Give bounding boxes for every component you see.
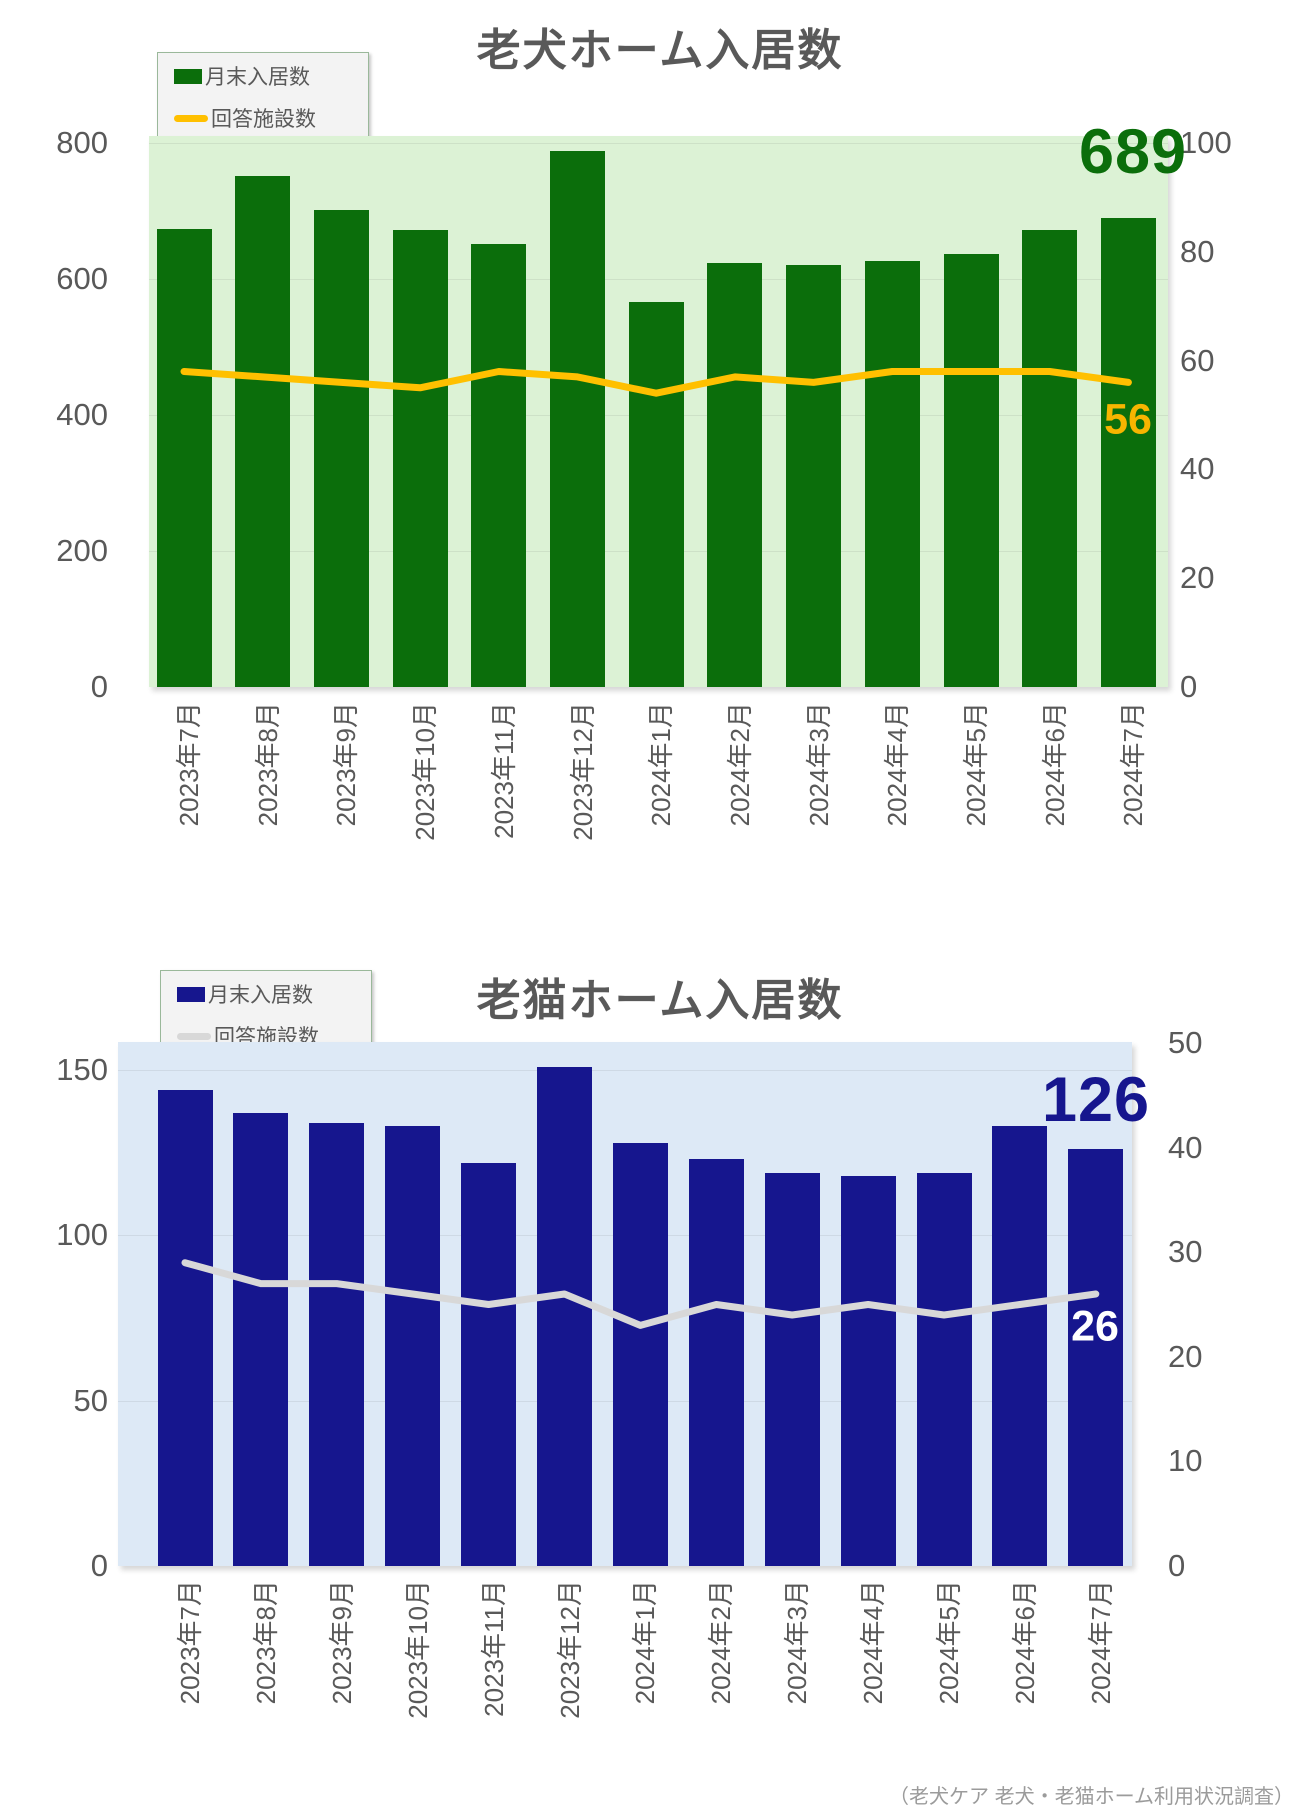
bar-2024年6月 <box>992 1126 1048 1566</box>
bar-2023年8月 <box>235 175 291 687</box>
bar-2023年8月 <box>233 1112 289 1566</box>
bar-2024年4月 <box>840 1175 896 1566</box>
x-axis-label-2023年12月: 2023年12月 <box>567 702 598 841</box>
bar-2023年11月 <box>471 243 527 687</box>
gridline <box>118 1070 1132 1071</box>
right-axis-tick-60: 60 <box>1180 342 1215 378</box>
bar-2023年10月 <box>385 1126 441 1566</box>
x-axis-label-2023年9月: 2023年9月 <box>326 1580 357 1705</box>
bar-2023年12月 <box>550 151 605 687</box>
dog-latest-occupancy-value: 689 <box>1078 117 1188 187</box>
bar-2024年1月 <box>612 1142 668 1566</box>
right-axis-tick-40: 40 <box>1180 451 1215 487</box>
cat-latest-occupancy-value: 126 <box>1041 1065 1151 1135</box>
cat-chart-title: 老猫ホーム入居数 <box>476 976 844 1025</box>
legend-line-label: 回答施設数 <box>211 108 316 131</box>
line-series-swatch-icon <box>177 1032 211 1040</box>
x-axis-label-2024年5月: 2024年5月 <box>961 702 991 827</box>
x-axis-label-2024年6月: 2024年6月 <box>1039 702 1070 827</box>
left-axis-tick-200: 200 <box>56 533 108 568</box>
gridline <box>149 143 1168 144</box>
right-axis-tick-50: 50 <box>1168 1025 1203 1060</box>
right-axis-tick-20: 20 <box>1168 1338 1203 1374</box>
bar-2023年10月 <box>392 230 448 687</box>
x-axis-label-2024年7月: 2024年7月 <box>1085 1580 1116 1705</box>
left-axis-tick-100: 100 <box>56 1217 108 1253</box>
legend-item-bar: 月末入居数 <box>177 979 371 1009</box>
x-axis-label-2024年3月: 2024年3月 <box>782 1580 813 1705</box>
x-axis-label-2024年5月: 2024年5月 <box>934 1580 964 1705</box>
right-axis-tick-40: 40 <box>1168 1129 1203 1165</box>
bar-2023年11月 <box>461 1162 517 1566</box>
right-axis-tick-30: 30 <box>1168 1234 1203 1270</box>
bar-2023年9月 <box>309 1122 365 1566</box>
x-axis-label-2023年10月: 2023年10月 <box>410 702 441 841</box>
bar-2024年7月 <box>1068 1149 1124 1566</box>
facilities-line <box>180 368 1132 397</box>
bar-2023年7月 <box>157 1089 213 1566</box>
right-axis-tick-10: 10 <box>1168 1443 1203 1479</box>
x-axis-label-2024年7月: 2024年7月 <box>1118 702 1149 827</box>
bar-2024年6月 <box>1022 230 1078 687</box>
cat-chart-plot-area <box>118 1042 1132 1566</box>
bar-series-swatch-icon <box>177 986 205 1002</box>
legend-item-bar: 月末入居数 <box>174 61 368 91</box>
x-axis-label-2023年7月: 2023年7月 <box>174 702 204 827</box>
legend-bar-label: 月末入居数 <box>205 66 310 89</box>
bar-2024年3月 <box>786 265 842 687</box>
left-axis-tick-0: 0 <box>90 669 108 704</box>
facilities-line <box>181 1259 1100 1329</box>
bar-2024年2月 <box>688 1159 744 1566</box>
cat-latest-facilities-value: 26 <box>1071 1302 1119 1351</box>
dog-latest-facilities-value: 56 <box>1104 395 1152 444</box>
x-axis-label-2023年10月: 2023年10月 <box>402 1580 433 1719</box>
x-axis-label-2023年9月: 2023年9月 <box>331 702 362 827</box>
x-axis-label-2024年1月: 2024年1月 <box>646 702 677 827</box>
x-axis-label-2024年3月: 2024年3月 <box>803 702 834 827</box>
source-note: （老犬ケア 老犬・老猫ホーム利用状況調査） <box>889 1786 1294 1808</box>
bar-2024年7月 <box>1100 218 1156 687</box>
left-axis-tick-800: 800 <box>56 125 108 160</box>
x-axis-label-2024年1月: 2024年1月 <box>630 1580 661 1705</box>
x-axis-label-2024年6月: 2024年6月 <box>1009 1580 1040 1705</box>
bar-2023年9月 <box>313 209 369 687</box>
x-axis-label-2023年11月: 2023年11月 <box>478 1580 509 1717</box>
dog-chart-plot-area <box>149 136 1168 687</box>
bar-2024年2月 <box>707 263 763 687</box>
bar-2023年12月 <box>537 1066 592 1566</box>
left-axis-tick-400: 400 <box>56 397 108 432</box>
x-axis-label-2024年2月: 2024年2月 <box>724 702 755 827</box>
line-series-swatch-icon <box>174 114 208 122</box>
x-axis-label-2024年4月: 2024年4月 <box>858 1580 889 1705</box>
bar-2024年1月 <box>628 302 684 687</box>
x-axis-label-2023年7月: 2023年7月 <box>175 1580 205 1705</box>
legend-bar-label: 月末入居数 <box>208 984 313 1007</box>
dog-chart-legend: 月末入居数 回答施設数 <box>157 52 369 142</box>
right-axis-tick-20: 20 <box>1180 560 1215 596</box>
right-axis-tick-100: 100 <box>1180 125 1232 160</box>
bar-series-swatch-icon <box>174 68 202 84</box>
dog-chart-title: 老犬ホーム入居数 <box>476 26 844 75</box>
bar-2024年5月 <box>943 253 999 687</box>
left-axis-tick-150: 150 <box>56 1052 108 1087</box>
bar-2024年4月 <box>864 260 920 687</box>
x-axis-label-2023年11月: 2023年11月 <box>488 702 519 839</box>
right-axis-tick-0: 0 <box>1180 669 1198 704</box>
x-axis-label-2023年8月: 2023年8月 <box>250 1580 281 1705</box>
right-axis-tick-0: 0 <box>1168 1548 1186 1583</box>
bar-2024年5月 <box>916 1172 972 1566</box>
left-axis-tick-50: 50 <box>73 1382 108 1418</box>
bar-2023年7月 <box>156 229 212 687</box>
x-axis-label-2024年4月: 2024年4月 <box>882 702 913 827</box>
x-axis-label-2024年2月: 2024年2月 <box>706 1580 737 1705</box>
gridline <box>149 279 1168 280</box>
legend-item-line: 回答施設数 <box>174 103 368 133</box>
x-axis-label-2023年8月: 2023年8月 <box>252 702 283 827</box>
x-axis-label-2023年12月: 2023年12月 <box>554 1580 585 1719</box>
bar-2024年3月 <box>764 1172 820 1566</box>
left-axis-tick-0: 0 <box>90 1548 108 1583</box>
right-axis-tick-80: 80 <box>1180 233 1215 269</box>
left-axis-tick-600: 600 <box>56 261 108 296</box>
